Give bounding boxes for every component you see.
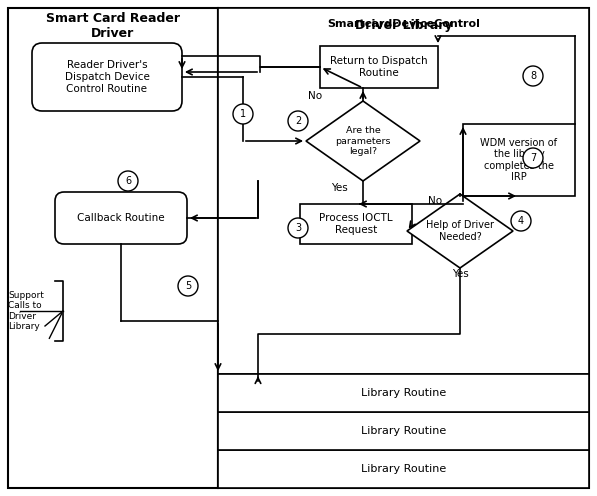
Text: 4: 4 bbox=[518, 216, 524, 226]
Bar bbox=[300, 204, 412, 244]
Text: Library Routine: Library Routine bbox=[361, 388, 446, 398]
Text: 3: 3 bbox=[295, 223, 301, 233]
Bar bbox=[320, 46, 438, 88]
FancyBboxPatch shape bbox=[55, 192, 187, 244]
Text: Driver Library: Driver Library bbox=[355, 19, 453, 33]
Text: 6: 6 bbox=[125, 176, 131, 186]
Text: Yes: Yes bbox=[331, 183, 348, 193]
Bar bbox=[218, 450, 589, 488]
Circle shape bbox=[523, 66, 543, 86]
Bar bbox=[218, 8, 589, 374]
Text: Support
Calls to
Driver
Library: Support Calls to Driver Library bbox=[8, 291, 44, 331]
Circle shape bbox=[511, 211, 531, 231]
Text: Library Routine: Library Routine bbox=[361, 426, 446, 436]
Bar bbox=[8, 8, 218, 488]
Text: 5: 5 bbox=[185, 281, 191, 291]
Bar bbox=[218, 412, 589, 450]
Text: 8: 8 bbox=[530, 71, 536, 81]
FancyBboxPatch shape bbox=[32, 43, 182, 111]
Circle shape bbox=[288, 218, 308, 238]
Text: 7: 7 bbox=[530, 153, 536, 163]
Circle shape bbox=[233, 104, 253, 124]
Text: Callback Routine: Callback Routine bbox=[77, 213, 165, 223]
Text: WDM version of
the library
completes the
IRP: WDM version of the library completes the… bbox=[481, 137, 558, 183]
Text: 1: 1 bbox=[240, 109, 246, 119]
Text: Return to Dispatch
Routine: Return to Dispatch Routine bbox=[330, 56, 428, 78]
Text: Library Routine: Library Routine bbox=[361, 464, 446, 474]
Text: No: No bbox=[308, 91, 322, 101]
Circle shape bbox=[118, 171, 138, 191]
Text: No: No bbox=[428, 196, 442, 206]
Text: Reader Driver's
Dispatch Device
Control Routine: Reader Driver's Dispatch Device Control … bbox=[64, 61, 149, 94]
Bar bbox=[218, 374, 589, 412]
Text: Help of Driver
Needed?: Help of Driver Needed? bbox=[426, 220, 494, 242]
Circle shape bbox=[523, 148, 543, 168]
Circle shape bbox=[178, 276, 198, 296]
Text: Yes: Yes bbox=[451, 269, 469, 279]
Text: Smart Card Reader
Driver: Smart Card Reader Driver bbox=[46, 12, 180, 40]
Bar bbox=[218, 8, 589, 488]
Bar bbox=[463, 124, 575, 196]
Text: Process IOCTL
Request: Process IOCTL Request bbox=[319, 213, 393, 235]
Text: Are the
parameters
legal?: Are the parameters legal? bbox=[336, 126, 391, 156]
Circle shape bbox=[288, 111, 308, 131]
Polygon shape bbox=[407, 194, 513, 268]
Text: SmartcardDeviceControl: SmartcardDeviceControl bbox=[327, 19, 480, 29]
Polygon shape bbox=[306, 101, 420, 181]
Text: 2: 2 bbox=[295, 116, 301, 126]
